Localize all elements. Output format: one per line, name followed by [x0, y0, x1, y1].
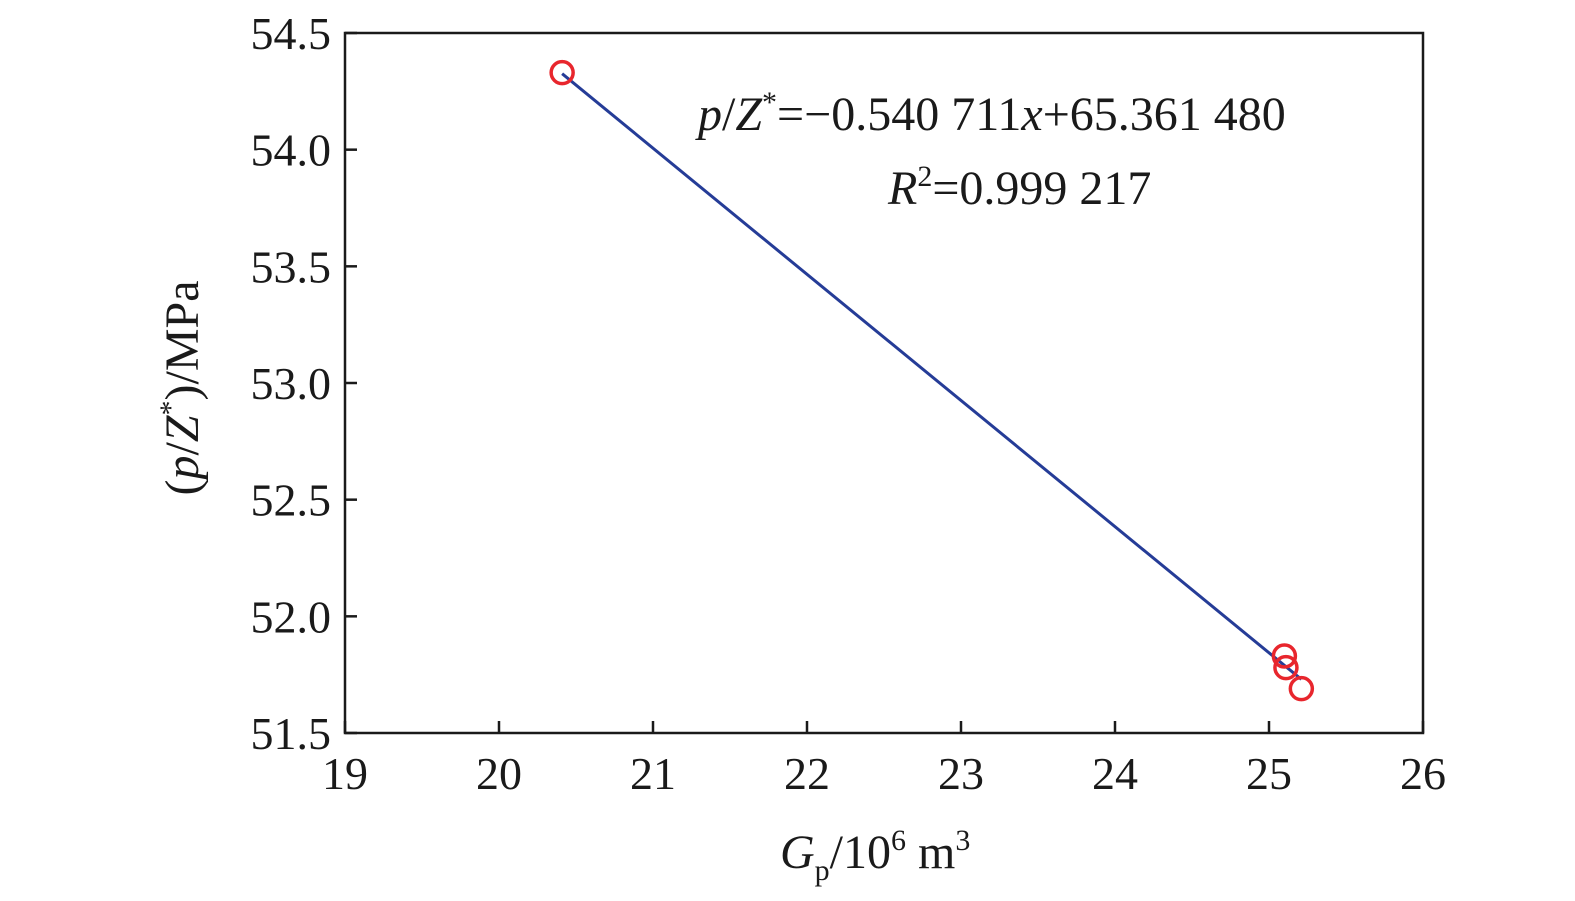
- x-tick-label: 20: [476, 748, 522, 799]
- x-tick-label: 23: [938, 748, 984, 799]
- y-tick-label: 53.5: [251, 241, 332, 292]
- y-tick-label: 53.0: [251, 358, 332, 409]
- data-point: [1271, 643, 1298, 669]
- y-tick-label: 54.0: [251, 125, 332, 176]
- x-axis-label: Gp/106 m3: [780, 824, 970, 887]
- axis-ticks: [343, 31, 1425, 735]
- y-tick-labels: 51.5 52.0 52.5 53.0 53.5 54.0 54.5: [251, 8, 332, 759]
- y-axis-label: (p/Z*)/MPa: [154, 280, 209, 495]
- data-point: [549, 59, 575, 86]
- fit-line: [561, 72, 1303, 681]
- data-point: [1273, 654, 1299, 681]
- y-tick-label: 54.5: [251, 8, 332, 59]
- data-point: [1288, 675, 1315, 702]
- y-tick-label: 52.5: [251, 475, 332, 526]
- data-points: [549, 59, 1315, 702]
- x-tick-label: 25: [1246, 748, 1292, 799]
- x-tick-label: 22: [784, 748, 830, 799]
- x-tick-label: 21: [630, 748, 676, 799]
- y-tick-label: 51.5: [251, 708, 332, 759]
- x-tick-labels: 19 20 21 22 23 24 25 26: [322, 748, 1446, 799]
- x-tick-label: 19: [322, 748, 368, 799]
- r-squared: R2=0.999 217: [887, 160, 1151, 215]
- y-tick-label: 52.0: [251, 591, 332, 642]
- regression-equation: p/Z*=−0.540 711x+65.361 480: [695, 86, 1286, 141]
- x-tick-label: 24: [1092, 748, 1138, 799]
- x-tick-label: 26: [1400, 748, 1446, 799]
